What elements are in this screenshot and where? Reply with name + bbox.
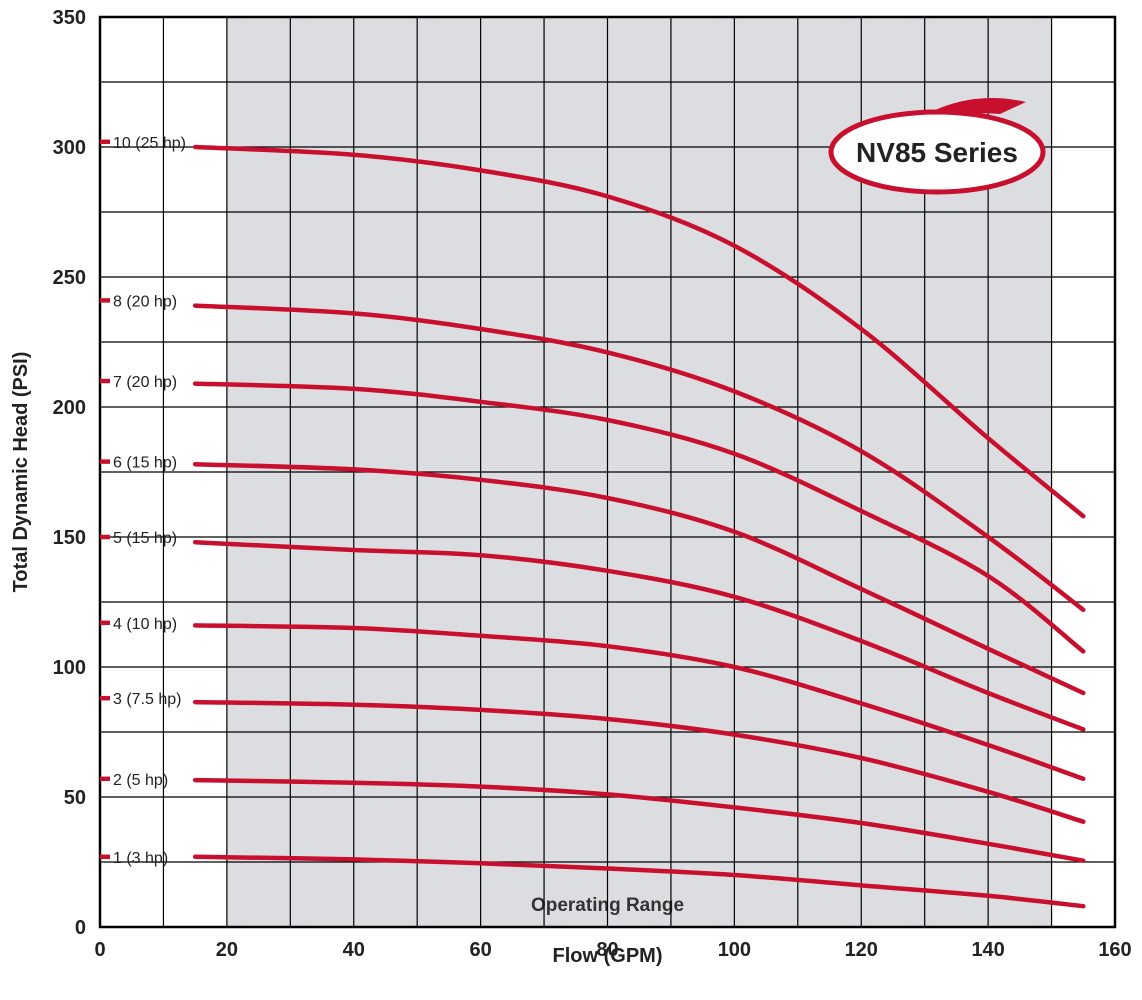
pump-curve-line: [192, 303, 1086, 613]
pump-curve-line: [192, 623, 1086, 782]
x-tick-label: 0: [94, 939, 105, 961]
badge-ellipse: [828, 109, 1046, 195]
x-tick-label: 120: [845, 939, 878, 961]
x-tick-label: 60: [470, 939, 492, 961]
curve-label: 2 (5 hp): [113, 772, 168, 789]
badge-title: NV85 Series: [856, 137, 1018, 168]
pump-curves: 1 (3 hp) 2 (5 hp) 3 (7.5 hp) 4 (10 hp) 5 (15…: [100, 135, 1086, 909]
pump-curve-line: [192, 144, 1086, 519]
y-tick-label: 0: [75, 917, 86, 939]
y-tick-label: 100: [53, 657, 86, 679]
curve-label: 4 (10 hp): [113, 616, 177, 633]
plot-frame: [98, 15, 1117, 929]
curve-label: 5 (15 hp): [113, 530, 177, 547]
y-tick-label: 350: [53, 7, 86, 29]
x-tick-label: 100: [718, 939, 751, 961]
x-tick-label: 160: [1098, 939, 1131, 961]
x-tick-label: 140: [971, 939, 1004, 961]
curve-label: 3 (7.5 hp): [113, 691, 181, 708]
curve-label: 7 (20 hp): [113, 374, 177, 391]
curve-label: 1 (3 hp): [113, 850, 168, 867]
y-tick-label: 150: [53, 527, 86, 549]
curve-label: 10 (25 hp): [113, 135, 186, 152]
y-tick-label: 300: [53, 137, 86, 159]
pump-curve-line: [192, 461, 1086, 696]
x-tick-label: 40: [343, 939, 365, 961]
pump-curve-line: [192, 381, 1086, 654]
x-axis-title: Flow (GPM): [553, 945, 663, 967]
pump-curve-line: [192, 539, 1086, 732]
curve-label: 6 (15 hp): [113, 455, 177, 472]
pump-curve-line: [192, 854, 1086, 909]
pump-curve-line: [192, 699, 1086, 824]
y-axis-ticks: 0 50 100 150 200 250 300 350: [53, 7, 86, 939]
pump-curve-line: [192, 777, 1086, 863]
x-axis-ticks: 0 20 40 60 80 100 120 140 160: [94, 939, 1131, 961]
x-tick-label: 80: [596, 939, 618, 961]
y-tick-label: 250: [53, 267, 86, 289]
y-axis-title: Total Dynamic Head (PSI): [10, 352, 32, 593]
x-tick-label: 20: [216, 939, 238, 961]
curve-label: 8 (20 hp): [113, 293, 177, 310]
y-tick-label: 200: [53, 397, 86, 419]
series-badge: NV85 Series: [828, 98, 1046, 195]
y-tick-label: 50: [64, 787, 86, 809]
